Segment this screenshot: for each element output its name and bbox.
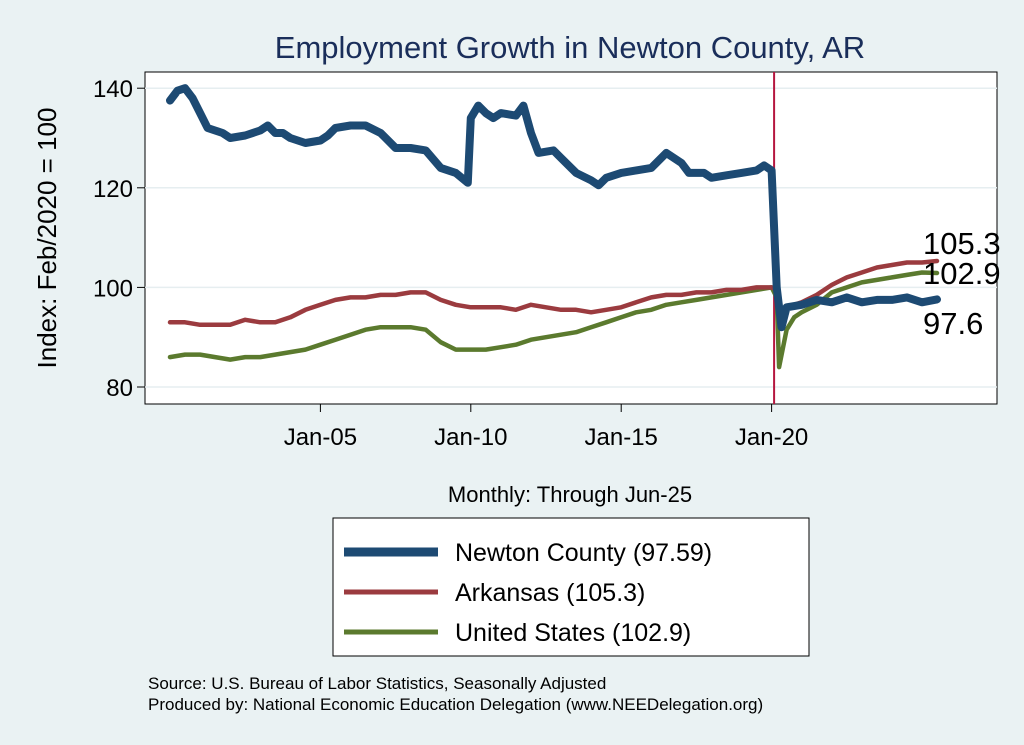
grid-lines — [145, 87, 997, 388]
end-label-newton-county: 97.6 — [923, 306, 983, 341]
y-axis-ticks: 80 100 120 140 — [93, 76, 145, 402]
y-tick-label: 100 — [93, 275, 133, 302]
plot-area — [144, 71, 998, 405]
y-tick-label: 140 — [93, 76, 133, 103]
series-line-newton-county — [166, 84, 941, 332]
chart-title: Employment Growth in Newton County, AR — [275, 30, 865, 65]
legend-item-arkansas: Arkansas (105.3) — [344, 579, 645, 607]
x-tick-label: Jan-05 — [284, 424, 357, 451]
produced-by-line: Produced by: National Economic Education… — [148, 695, 763, 714]
y-tick-label: 120 — [93, 176, 133, 203]
legend-label: United States (102.9) — [455, 619, 691, 647]
x-tick-label: Jan-20 — [735, 424, 808, 451]
y-axis-label: Index: Feb/2020 = 100 — [32, 108, 62, 369]
x-tick-label: Jan-15 — [585, 424, 658, 451]
legend-item-newton-county: Newton County (97.59) — [344, 539, 712, 567]
x-tick-label: Jan-10 — [434, 424, 507, 451]
legend-label: Arkansas (105.3) — [455, 579, 645, 607]
legend-label: Newton County (97.59) — [455, 539, 712, 567]
source-notes: Source: U.S. Bureau of Labor Statistics,… — [148, 674, 763, 714]
x-axis-label: Monthly: Through Jun-25 — [448, 482, 692, 507]
series-line-united-states — [167, 270, 940, 370]
end-label-united-states: 102.9 — [923, 256, 1001, 291]
end-label-arkansas: 105.3 — [923, 226, 1001, 261]
legend: Newton County (97.59) Arkansas (105.3) Uni… — [332, 517, 810, 657]
y-tick-label: 80 — [106, 375, 133, 402]
source-line: Source: U.S. Bureau of Labor Statistics,… — [148, 674, 606, 693]
legend-item-united-states: United States (102.9) — [344, 619, 691, 647]
x-axis-ticks: Jan-05 Jan-10 Jan-15 Jan-20 — [284, 404, 808, 451]
series-lines — [166, 84, 941, 370]
